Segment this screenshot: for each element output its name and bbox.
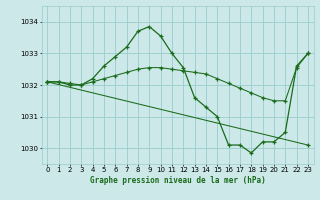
X-axis label: Graphe pression niveau de la mer (hPa): Graphe pression niveau de la mer (hPa)	[90, 176, 266, 185]
